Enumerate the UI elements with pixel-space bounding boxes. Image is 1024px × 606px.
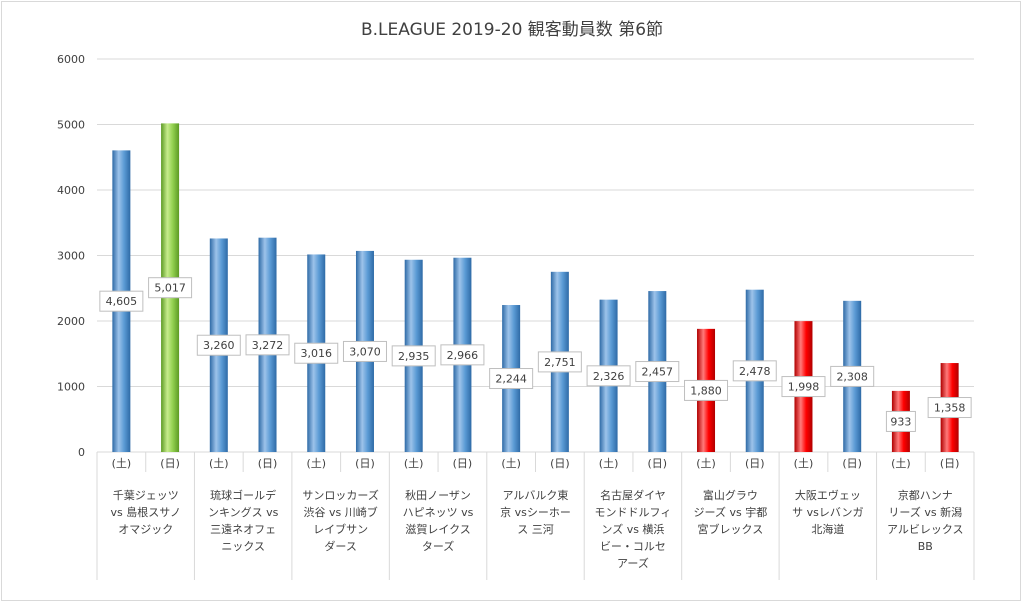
data-label-box [245, 334, 290, 356]
y-tick-label: 2000 [57, 315, 85, 328]
day-label: (日) [940, 457, 960, 470]
category-label-line: ターズ [422, 539, 454, 553]
data-label: 2,966 [447, 349, 479, 362]
category-label-line: 京 vsシーホー [500, 505, 571, 519]
data-label: 2,935 [398, 350, 430, 363]
day-label: (日) [453, 457, 473, 470]
category-label-line: モンドドルフィ [595, 506, 672, 519]
data-label-box [684, 379, 729, 401]
y-tick-label: 3000 [57, 250, 85, 263]
category-label-line: 秋田ノーザン [405, 488, 471, 502]
data-label: 1,358 [934, 402, 966, 415]
category-label-line: ビー・コルセ [600, 540, 666, 553]
y-tick-label: 5000 [57, 119, 85, 132]
data-label: 933 [890, 415, 911, 428]
category-label-line: リーズ vs 新潟 [888, 505, 962, 519]
category-label-line: アルバルク東 [503, 489, 569, 502]
category-label-line: BB [918, 540, 933, 553]
data-label-box [294, 342, 339, 364]
category-label-line: 北海道 [811, 522, 844, 536]
category-label-line: ンズ vs 横浜 [601, 522, 664, 536]
data-label: 5,017 [154, 282, 186, 295]
category-label-line: vs 島根スサノ [110, 505, 181, 519]
data-label: 3,272 [252, 339, 284, 352]
category-label-line: 千葉ジェッツ [113, 488, 179, 502]
data-label-box [99, 290, 144, 312]
data-label: 1,880 [690, 384, 722, 397]
day-label: (日) [745, 457, 765, 470]
day-label: (土) [599, 457, 619, 470]
data-label-box [196, 334, 241, 356]
data-label-box [927, 397, 972, 419]
category-label-line: サンロッカーズ [302, 488, 378, 502]
category-label-line: ニックス [221, 540, 265, 553]
day-label: (土) [306, 457, 326, 470]
category-label-line: ダース [324, 539, 356, 553]
category-label-line: 宮ブレックス [698, 522, 764, 536]
data-label-box [635, 361, 680, 383]
data-label: 2,457 [642, 366, 674, 379]
data-label: 2,478 [739, 365, 771, 378]
data-label: 2,326 [593, 370, 625, 383]
data-label-box [148, 277, 193, 299]
category-label-line: アルビレックス [887, 523, 964, 536]
category-label-line: 名古屋ダイヤ [600, 488, 666, 502]
data-label: 2,751 [544, 356, 576, 369]
y-tick-label: 4000 [57, 184, 85, 197]
day-label: (日) [648, 457, 668, 470]
data-label-box [586, 365, 631, 387]
category-label-line: サ vsレバンガ [792, 506, 863, 519]
category-label-line: オマジック [118, 523, 173, 536]
day-label: (土) [112, 457, 132, 470]
y-tick-label: 0 [78, 446, 85, 459]
day-label: (日) [355, 457, 375, 470]
day-label: (土) [501, 457, 521, 470]
data-label: 2,308 [836, 370, 868, 383]
category-label-line: 渋谷 vs 川崎ブ [303, 505, 377, 519]
data-label: 2,244 [495, 373, 527, 386]
y-tick-label: 6000 [57, 53, 85, 66]
category-label-line: 京都ハンナ [898, 488, 953, 502]
day-label: (日) [550, 457, 570, 470]
data-label-box [537, 351, 582, 373]
data-label-box [489, 368, 534, 390]
data-label-box [440, 344, 485, 366]
day-label: (土) [696, 457, 716, 470]
data-label: 3,016 [301, 347, 333, 360]
data-label-box [781, 376, 826, 398]
category-label-line: ハピネッツ vs [403, 506, 474, 519]
category-label-line: 滋賀レイクス [405, 523, 470, 536]
category-label-line: ンキングス vs [208, 505, 279, 519]
category-label-line: 三遠ネオフェ [210, 523, 276, 536]
category-label-line: ス 三河 [517, 523, 554, 536]
chart-title: B.LEAGUE 2019-20 観客動員数 第6節 [361, 20, 663, 40]
data-label: 3,260 [203, 339, 235, 352]
data-label-box [342, 340, 387, 362]
category-label-line: アーズ [617, 556, 649, 570]
category-label-line: ジーズ vs 宇都 [694, 505, 768, 519]
category-label-line: 大阪エヴェッ [795, 488, 861, 502]
data-label: 3,070 [349, 345, 381, 358]
day-label: (日) [258, 457, 278, 470]
data-label-box [732, 360, 777, 382]
day-label: (日) [160, 457, 180, 470]
day-label: (土) [209, 457, 229, 470]
data-label-box [830, 365, 875, 387]
category-label-line: レイブサン [313, 522, 368, 536]
y-tick-label: 1000 [57, 381, 85, 394]
data-label-box [885, 410, 916, 432]
category-label-line: 富山グラウ [703, 488, 758, 502]
data-label: 1,998 [788, 381, 820, 394]
data-label: 4,605 [106, 295, 138, 308]
day-label: (土) [891, 457, 911, 470]
day-label: (土) [404, 457, 424, 470]
day-label: (土) [794, 457, 814, 470]
day-label: (日) [842, 457, 862, 470]
data-label-box [391, 345, 436, 367]
category-label-line: 琉球ゴールデ [210, 488, 276, 502]
